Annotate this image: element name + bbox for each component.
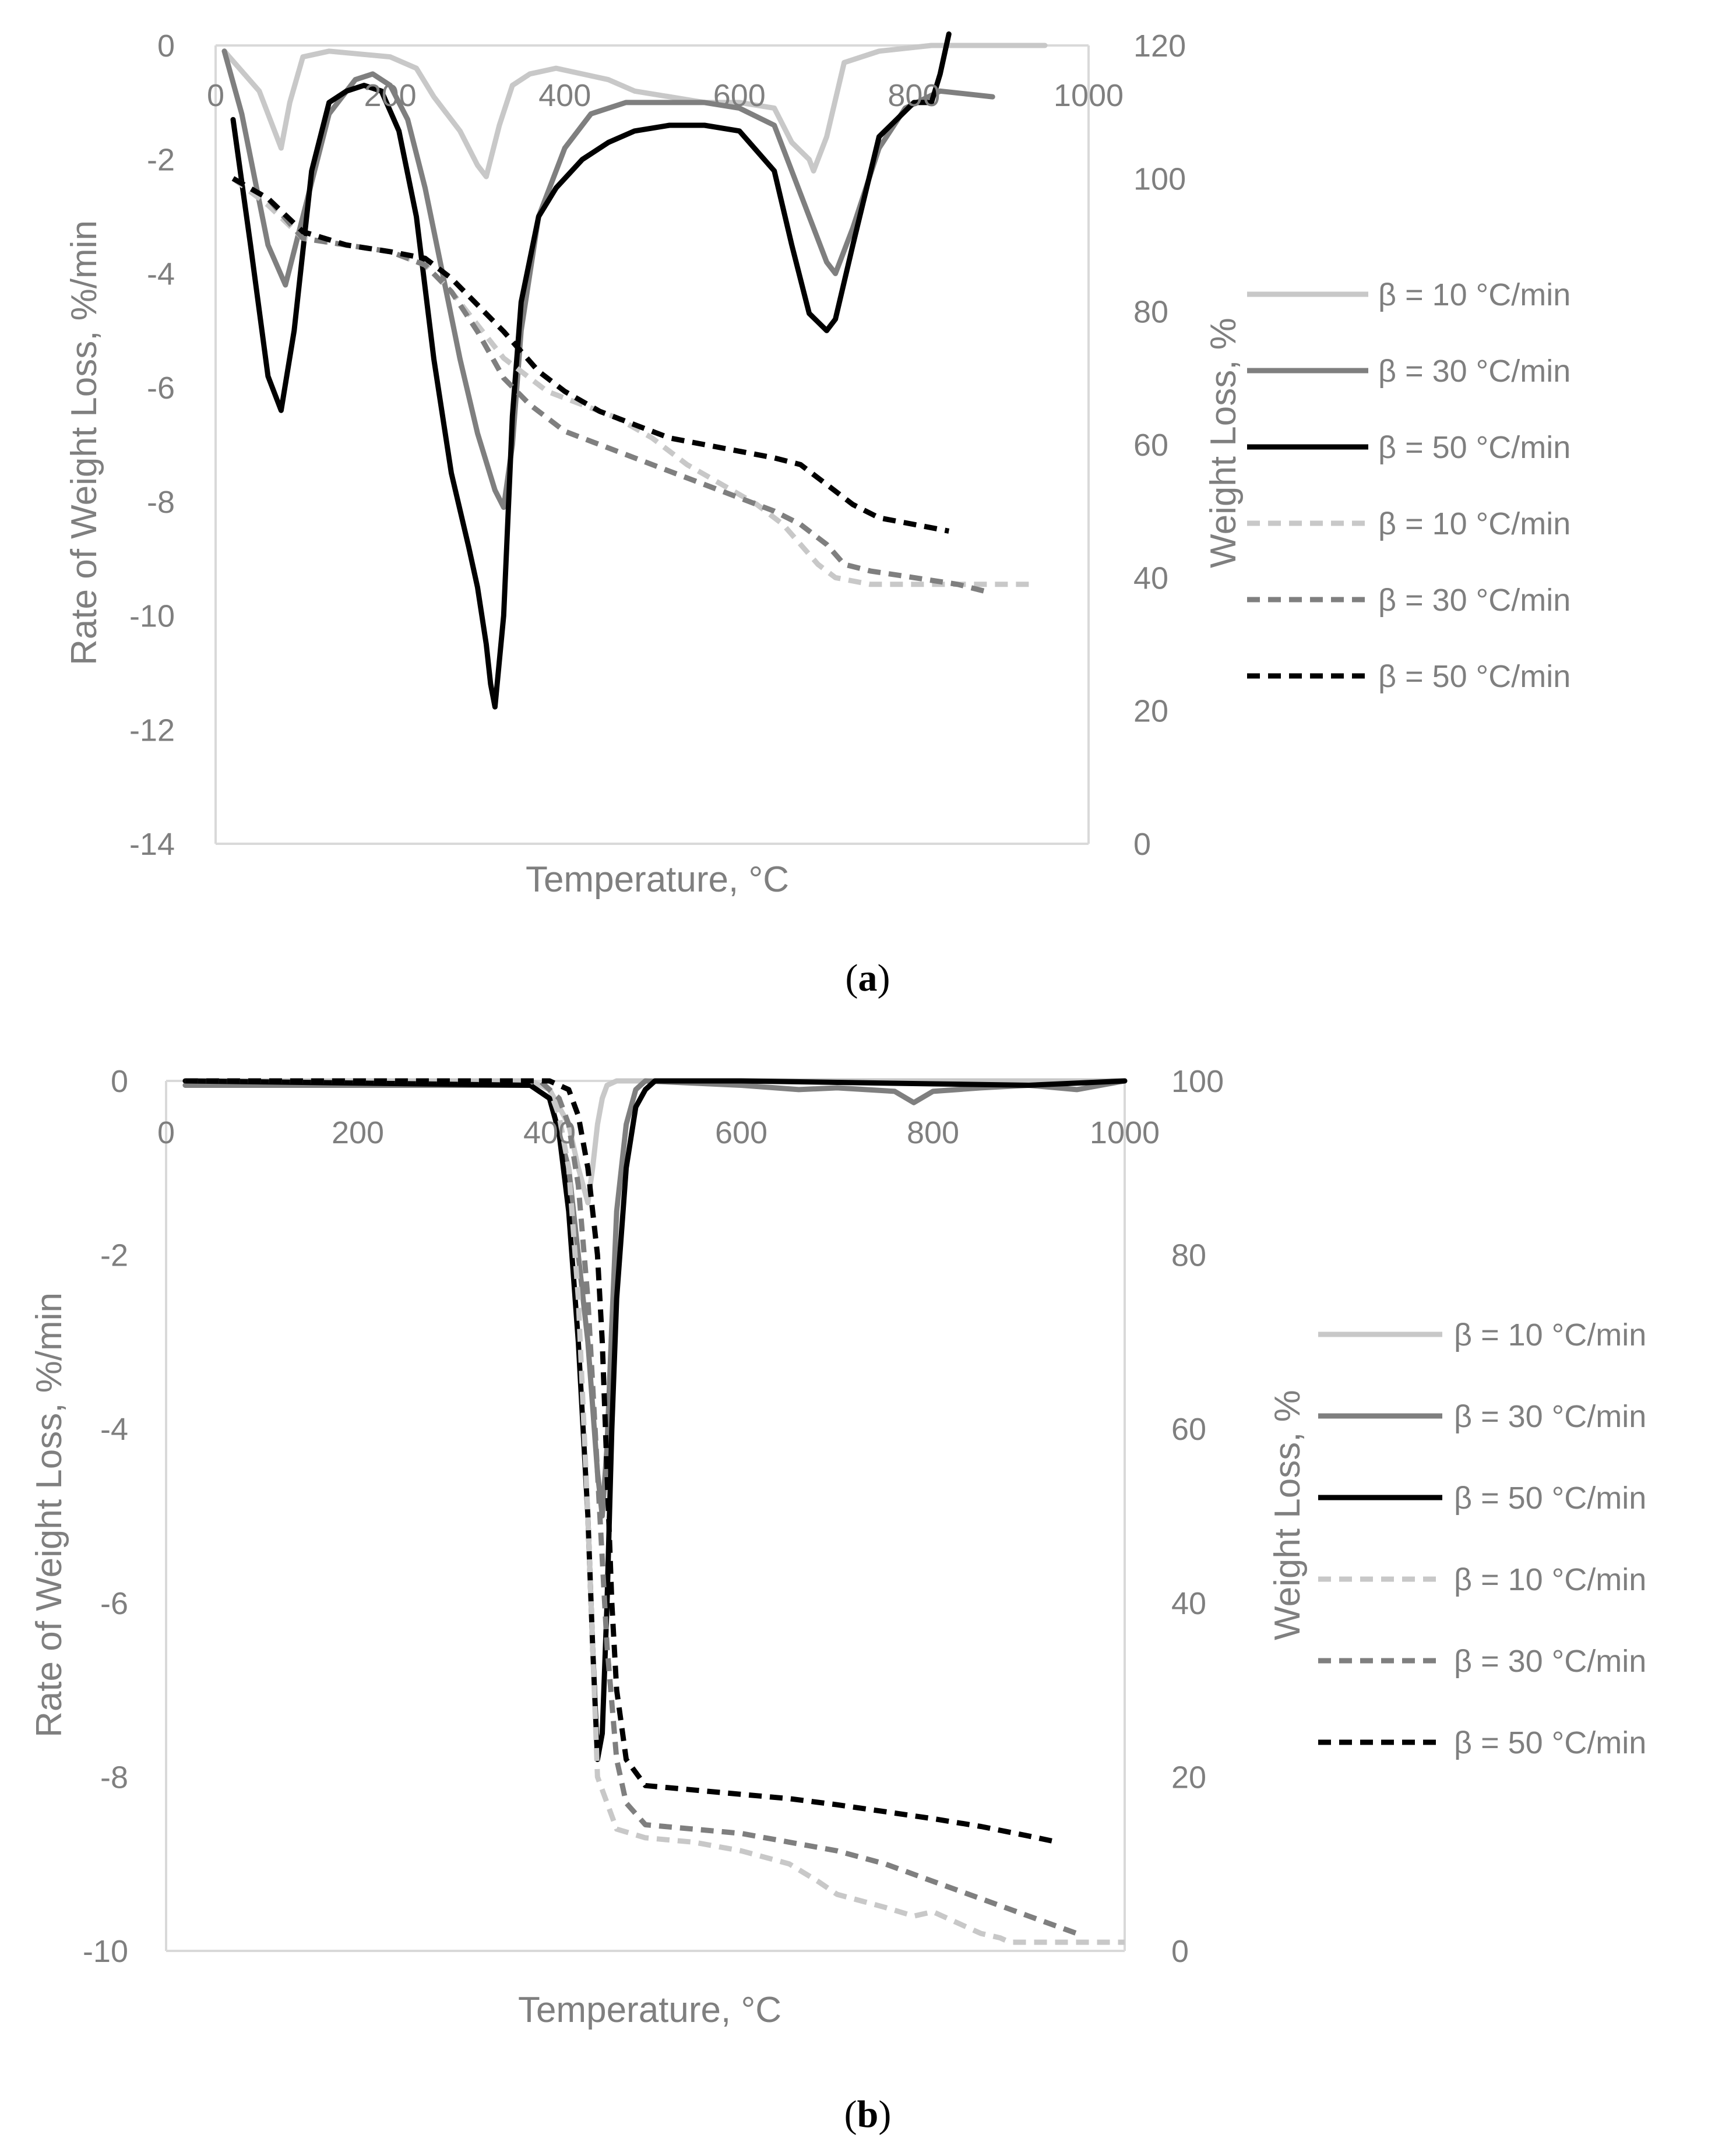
x-axis-title-b: Temperature, °C — [518, 1990, 781, 2030]
y2-tick-label: 40 — [1171, 1586, 1206, 1621]
series-line-rate-light — [221, 43, 1048, 179]
legend-label: β = 10 °C/min — [1378, 506, 1571, 541]
series-line-rate-light — [182, 1078, 1128, 1206]
y2-tick-label: 80 — [1171, 1238, 1206, 1273]
x-tick-label: 0 — [207, 78, 224, 113]
y2-tick-label: 60 — [1171, 1412, 1206, 1447]
series-line-weight-loss-medium — [231, 176, 985, 594]
y2-tick-label: 120 — [1133, 29, 1186, 64]
x-tick-label: 200 — [364, 78, 417, 113]
x-tick-label: 0 — [157, 1115, 175, 1150]
legend-label: β = 50 °C/min — [1378, 430, 1571, 465]
legend-label: β = 10 °C/min — [1454, 1562, 1646, 1597]
y2-tick-label: 0 — [1133, 827, 1151, 862]
y-tick-label: -6 — [100, 1586, 128, 1621]
x-tick-label: 400 — [538, 78, 591, 113]
series-line-rate-medium — [221, 48, 995, 510]
legend-label: β = 50 °C/min — [1454, 1481, 1646, 1516]
y2-tick-label: 100 — [1171, 1064, 1224, 1099]
y2-tick-label: 100 — [1133, 161, 1186, 196]
caption-a: (a) — [846, 957, 890, 999]
y-tick-label: -12 — [129, 713, 175, 748]
legend-label: β = 30 °C/min — [1378, 583, 1571, 618]
series-line-weight-loss-light — [185, 1078, 1125, 1945]
y2-tick-label: 20 — [1171, 1760, 1206, 1795]
y2-tick-label: 60 — [1133, 428, 1168, 463]
series-layer-b — [182, 1078, 1128, 1945]
caption-letter-b: b — [857, 2093, 879, 2136]
y-tick-label: -2 — [147, 143, 175, 178]
y-tick-label: -10 — [129, 599, 175, 634]
series-line-rate-medium — [182, 1078, 1128, 1519]
series-line-weight-loss-medium — [185, 1078, 1078, 1936]
x-tick-label: 400 — [523, 1115, 576, 1150]
axis-frame-b — [165, 1080, 1126, 1952]
x-tick-label: 1000 — [1054, 78, 1124, 113]
tick-labels-b: 0 200 400 600 800 10000-2-4-6-8-1010080604020… — [83, 1064, 1224, 1969]
series-layer-a — [221, 31, 1048, 710]
legend-b: β = 10 °C/min β = 30 °C/min β = 50 °C/min β… — [1318, 1317, 1646, 1760]
x-axis-title-a: Temperature, °C — [526, 859, 789, 900]
y-tick-label: -4 — [147, 256, 175, 291]
legend-label: β = 30 °C/min — [1378, 354, 1571, 389]
x-tick-label: 800 — [907, 1115, 959, 1150]
y-tick-label: 0 — [157, 29, 175, 64]
y-axis-title-a: Rate of Weight Loss, %/min — [64, 220, 104, 665]
y-tick-label: -10 — [83, 1934, 128, 1969]
y-tick-label: -8 — [100, 1760, 128, 1795]
x-tick-label: 1000 — [1090, 1115, 1160, 1150]
legend-a: β = 10 °C/min β = 30 °C/min β = 50 °C/min β… — [1247, 277, 1571, 694]
y2-tick-label: 0 — [1171, 1934, 1189, 1969]
y-tick-label: -6 — [147, 371, 175, 406]
legend-label: β = 50 °C/min — [1378, 659, 1571, 694]
axis-frame-a — [214, 44, 1090, 845]
series-line-weight-loss-dark — [231, 176, 950, 534]
y-axis-title-b: Rate of Weight Loss, %/min — [29, 1292, 69, 1738]
chart-panel-b: 0 200 400 600 800 10000-2-4-6-8-1010080604020… — [29, 1064, 1646, 2136]
y2-tick-label: 40 — [1133, 561, 1168, 596]
x-tick-label: 200 — [332, 1115, 384, 1150]
series-line-rate-dark — [182, 1078, 1128, 1762]
legend-label: β = 10 °C/min — [1378, 277, 1571, 312]
series-line-rate-dark — [230, 31, 952, 710]
legend-label: β = 30 °C/min — [1454, 1644, 1646, 1679]
y2-axis-title-a: Weight Loss, % — [1203, 318, 1244, 568]
y-tick-label: -4 — [100, 1412, 128, 1447]
legend-label: β = 10 °C/min — [1454, 1317, 1646, 1352]
y-tick-label: -8 — [147, 485, 175, 520]
y2-axis-title-b: Weight Loss, % — [1267, 1390, 1308, 1640]
caption-b: (b) — [844, 2093, 892, 2136]
x-tick-label: 600 — [713, 78, 766, 113]
tick-labels-a: 0 200 400 600 800 10000-2-4-6-8-10-12-1412010… — [129, 29, 1186, 862]
y2-tick-label: 80 — [1133, 295, 1168, 330]
caption-letter-a: a — [858, 957, 878, 999]
y-tick-label: -14 — [129, 827, 175, 862]
legend-label: β = 50 °C/min — [1454, 1725, 1646, 1760]
x-tick-label: 800 — [888, 78, 940, 113]
y2-tick-label: 20 — [1133, 694, 1168, 729]
x-tick-label: 600 — [715, 1115, 767, 1150]
series-line-weight-loss-dark — [185, 1078, 1058, 1845]
y-tick-label: -2 — [100, 1238, 128, 1273]
y-tick-label: 0 — [111, 1064, 128, 1099]
chart-panel-a: 0 200 400 600 800 10000-2-4-6-8-10-12-1412010… — [64, 29, 1571, 999]
legend-label: β = 30 °C/min — [1454, 1399, 1646, 1434]
